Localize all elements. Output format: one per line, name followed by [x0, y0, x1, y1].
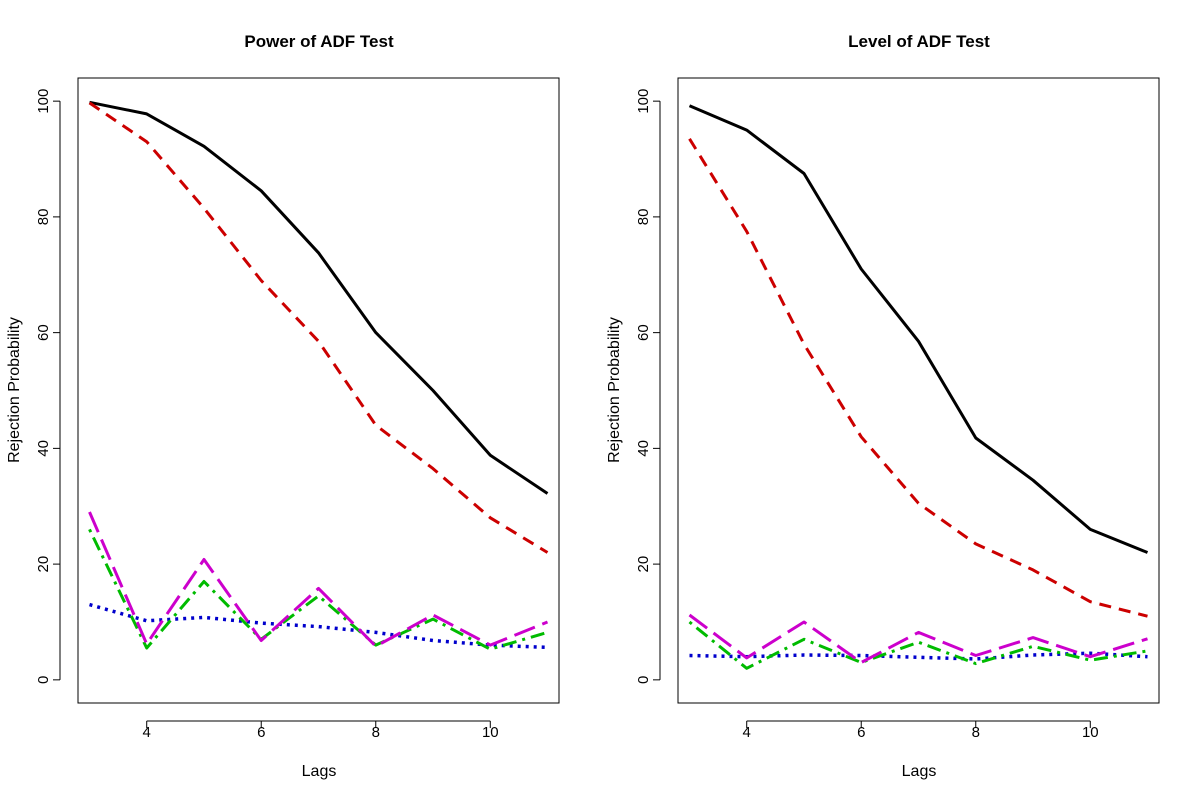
x-tick-label: 10 — [482, 724, 499, 741]
series-line-dotdash — [688, 620, 1148, 670]
series-line-dotdash — [88, 528, 548, 651]
x-axis-label: Lags — [902, 763, 937, 780]
power-panel: Power of ADF Test Lags Rejection Probabi… — [6, 32, 560, 780]
series-line-solid — [688, 104, 1149, 554]
x-tick-label: 8 — [972, 724, 980, 741]
series-line-solid — [89, 100, 549, 495]
y-axis-label: Rejection Probability — [6, 317, 23, 463]
y-tick-label: 80 — [635, 209, 652, 226]
y-tick-label: 0 — [635, 676, 652, 684]
y-tick-label: 60 — [35, 324, 52, 341]
x-tick-label: 10 — [1082, 724, 1099, 741]
level-panel: Level of ADF Test Lags Rejection Probabi… — [606, 32, 1160, 780]
x-tick-label: 6 — [857, 724, 865, 741]
series-line-longdash — [88, 511, 549, 648]
chart-title: Level of ADF Test — [848, 32, 990, 51]
x-tick-label: 6 — [257, 724, 265, 741]
x-tick-label: 4 — [743, 724, 751, 741]
y-tick-label: 100 — [635, 89, 652, 114]
plot-frame — [77, 77, 560, 704]
series-line-dotted — [89, 602, 548, 650]
y-tick-label: 40 — [635, 440, 652, 457]
chart-title: Power of ADF Test — [244, 32, 394, 51]
y-tick-label: 0 — [35, 676, 52, 684]
plot-frame — [677, 77, 1160, 704]
y-tick-label: 20 — [35, 556, 52, 573]
series-line-longdash — [688, 613, 1148, 664]
y-axis-label: Rejection Probability — [606, 317, 623, 463]
x-axis-label: Lags — [302, 763, 337, 780]
y-tick-label: 20 — [635, 556, 652, 573]
y-tick-label: 60 — [635, 324, 652, 341]
y-tick-label: 40 — [35, 440, 52, 457]
y-tick-label: 100 — [35, 89, 52, 114]
series-line-dashed — [688, 138, 1148, 618]
y-tick-label: 80 — [35, 209, 52, 226]
x-tick-label: 4 — [143, 724, 151, 741]
x-tick-label: 8 — [372, 724, 380, 741]
